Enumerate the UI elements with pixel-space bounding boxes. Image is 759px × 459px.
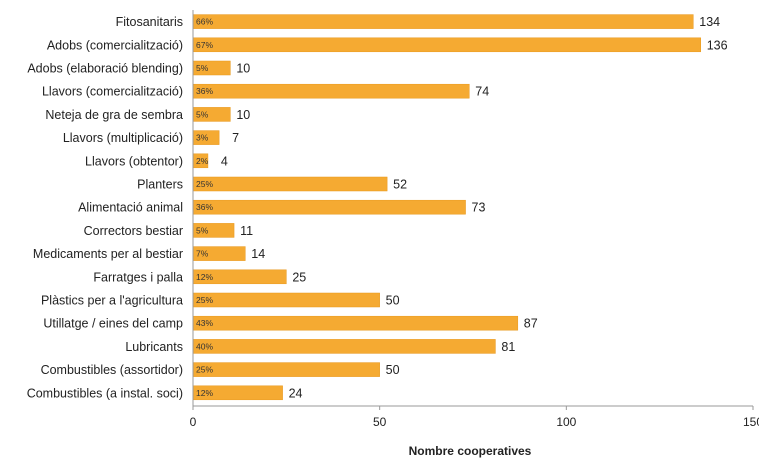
value-label: 73 [472,201,486,215]
percent-label: 67% [196,40,213,50]
bar [192,14,694,29]
percent-label: 25% [196,179,213,189]
percent-label: 12% [196,272,213,282]
category-label: Correctors bestiar [84,224,183,238]
x-tick-label: 0 [190,415,197,429]
percent-label: 12% [196,388,213,398]
percent-label: 25% [196,295,213,305]
x-tick-label: 50 [373,415,387,429]
value-label: 10 [236,62,250,76]
bar [192,199,466,215]
percent-label: 5% [196,63,209,73]
category-label: Medicaments per al bestiar [33,247,183,261]
bar [192,362,380,377]
bar [192,292,380,308]
bar [192,37,701,53]
value-label: 87 [524,317,538,331]
percent-label: 25% [196,365,213,375]
category-label: Lubricants [125,340,183,354]
x-tick-label: 100 [556,415,576,429]
value-label: 81 [501,340,515,354]
bar [192,315,519,331]
percent-label: 36% [196,86,213,96]
value-label: 4 [221,154,228,168]
bar [192,83,470,99]
value-label: 52 [393,178,407,192]
category-label: Fitosanitaris [116,15,183,29]
percent-label: 36% [196,202,213,212]
category-label: Neteja de gra de sembra [45,108,183,122]
category-label: Adobs (elaboració blending) [27,62,183,76]
percent-label: 2% [196,156,209,166]
value-label: 136 [707,38,728,52]
category-label: Llavors (obtentor) [85,154,183,168]
percent-label: 3% [196,133,209,143]
percent-label: 5% [196,109,209,119]
percent-label: 7% [196,249,209,259]
category-label: Llavors (multiplicació) [63,131,183,145]
value-label: 134 [699,15,720,29]
value-label: 14 [251,247,265,261]
x-axis: 0 50 100 150 [190,10,759,429]
x-axis-title: Nombre cooperatives [409,444,532,458]
category-label: Llavors (comercialització) [42,85,183,99]
value-label: 11 [240,224,253,238]
bar [192,339,496,354]
category-label: Combustibles (assortidor) [41,363,183,377]
percent-label: 66% [196,17,213,27]
value-label: 74 [475,85,489,99]
category-label: Plàstics per a l'agricultura [41,294,183,308]
x-tick-label: 150 [743,415,759,429]
bars-layer: Fitosanitaris 66% 134 Adobs (comercialitzac… [27,14,728,400]
percent-label: 5% [196,225,209,235]
category-label: Adobs (comercialització) [47,38,183,52]
value-label: 10 [236,108,250,122]
bar [192,176,388,192]
x-ticks: 0 50 100 150 [190,406,759,429]
value-label: 50 [386,363,400,377]
category-label: Combustibles (a instal. soci) [27,386,183,400]
percent-label: 40% [196,341,213,351]
value-label: 7 [232,131,239,145]
category-label: Alimentació animal [78,201,183,215]
value-label: 24 [289,386,303,400]
value-label: 25 [292,270,306,284]
category-label: Farratges i palla [93,270,183,284]
category-label: Utillatge / eines del camp [43,317,183,331]
value-label: 50 [386,294,400,308]
percent-label: 43% [196,318,213,328]
category-label: Planters [137,178,183,192]
